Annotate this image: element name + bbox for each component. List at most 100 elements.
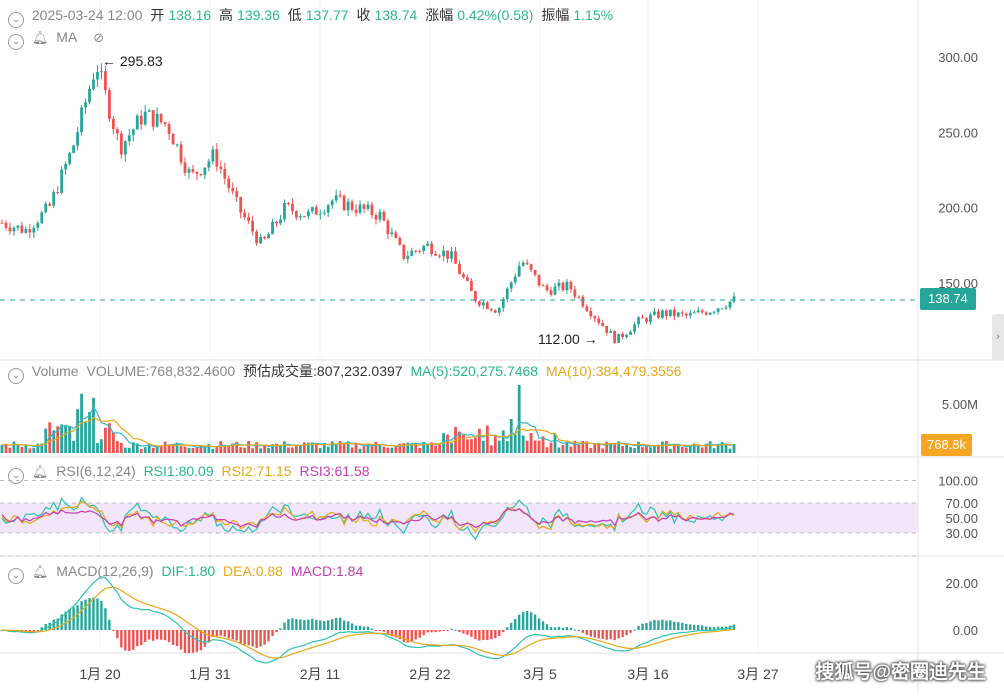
bell-icon[interactable]: 🔔︎ xyxy=(31,564,49,579)
macd-histogram-bar xyxy=(283,622,286,630)
volume-bar xyxy=(561,445,565,453)
macd-histogram-bar xyxy=(100,600,103,630)
volume-bar xyxy=(581,440,585,453)
candle-body xyxy=(123,141,127,155)
candle-body xyxy=(696,310,700,313)
candle-body xyxy=(517,265,521,277)
candle-body xyxy=(143,111,147,125)
candle-body xyxy=(434,253,438,256)
macd-histogram-bar xyxy=(159,630,163,640)
candle-body xyxy=(111,118,115,130)
collapse-chevron-icon[interactable]: ⌄ xyxy=(8,468,24,484)
macd-histogram-bar xyxy=(199,630,203,651)
macd-histogram-bar xyxy=(685,623,688,630)
high-value: 139.36 xyxy=(237,7,280,23)
candle-body xyxy=(247,217,251,221)
candle-body xyxy=(561,282,565,291)
macd-histogram-bar xyxy=(243,630,246,645)
volume-bar xyxy=(195,447,199,453)
volume-bar xyxy=(291,447,294,453)
volume-bar xyxy=(231,443,235,453)
low-label: 低 xyxy=(287,7,302,23)
candle-body xyxy=(362,204,366,209)
volume-bar xyxy=(458,431,461,453)
macd-histogram-bar xyxy=(350,623,354,630)
macd-histogram-bar xyxy=(52,619,55,630)
macd-histogram-bar xyxy=(374,630,378,631)
macd-histogram-bar xyxy=(494,630,497,639)
volume-bar xyxy=(489,445,493,453)
volume-bar xyxy=(283,441,286,453)
macd-histogram-bar xyxy=(124,630,127,651)
candle-body xyxy=(430,243,434,254)
macd-histogram-bar xyxy=(605,630,608,640)
macd-histogram-bar xyxy=(291,618,294,630)
chevron-right-icon[interactable]: › xyxy=(992,314,1004,360)
volume-bar xyxy=(434,445,438,453)
volume-bar xyxy=(147,443,151,453)
macd-histogram-bar xyxy=(454,629,457,631)
volume-bar xyxy=(501,430,505,453)
volume-ma10: MA(10):384,479.3556 xyxy=(545,363,682,379)
candle-body xyxy=(466,277,469,281)
macd-histogram-bar xyxy=(510,622,513,630)
bell-icon[interactable]: 🔔︎ xyxy=(31,30,49,45)
candle-body xyxy=(24,229,28,233)
volume-bar xyxy=(119,442,123,453)
candle-body xyxy=(12,227,16,232)
volume-bar xyxy=(645,446,648,453)
volume-bar xyxy=(485,425,489,453)
macd-histogram-bar xyxy=(342,620,346,630)
volume-bar xyxy=(0,444,4,453)
volume-bar xyxy=(318,448,322,453)
candle-body xyxy=(32,227,36,233)
candle-body xyxy=(322,212,326,214)
volume-bar xyxy=(625,444,628,453)
macd-histogram-bar xyxy=(529,612,533,630)
volume-bar xyxy=(8,447,12,453)
macd-histogram-bar xyxy=(426,630,429,633)
candle-body xyxy=(589,310,593,317)
candle-body xyxy=(501,299,505,309)
collapse-chevron-icon[interactable]: ⌄ xyxy=(8,568,24,584)
macd-histogram-bar xyxy=(132,630,135,650)
macd-histogram-bar xyxy=(410,630,413,642)
dif-line xyxy=(1,576,735,664)
macd-histogram-bar xyxy=(637,625,640,630)
candle-body xyxy=(680,312,684,314)
macd-tick-label: 20.00 xyxy=(945,576,978,591)
volume-title: Volume xyxy=(31,363,79,379)
bell-icon[interactable]: 🔔︎ xyxy=(31,464,49,479)
volume-bar xyxy=(366,444,370,453)
macd-histogram-bar xyxy=(151,630,155,641)
volume-bar xyxy=(167,444,171,453)
candle-body xyxy=(370,204,374,216)
collapse-chevron-icon[interactable]: ⌄ xyxy=(8,12,24,28)
candle-body xyxy=(613,330,617,343)
candle-body xyxy=(227,178,231,189)
macd-histogram-bar xyxy=(370,628,374,630)
volume-bar xyxy=(56,426,60,453)
candle-body xyxy=(732,296,736,302)
candle-body xyxy=(314,207,318,215)
collapse-chevron-icon[interactable]: ⌄ xyxy=(8,34,24,50)
collapse-chevron-icon[interactable]: ⌄ xyxy=(8,368,24,384)
candle-body xyxy=(127,135,131,142)
candle-body xyxy=(56,191,60,193)
macd-histogram-bar xyxy=(267,630,270,642)
macd-histogram-bar xyxy=(525,611,529,630)
volume-bar xyxy=(474,437,477,453)
time-tick-label: 2月 11 xyxy=(300,666,340,682)
macd-histogram-bar xyxy=(697,624,700,630)
volume-bar xyxy=(306,442,310,453)
volume-bar xyxy=(259,448,262,453)
candle-body xyxy=(318,213,322,215)
candle-body xyxy=(354,209,358,213)
candle-body xyxy=(139,115,143,125)
volume-ma10-line xyxy=(1,417,735,448)
eye-hidden-icon[interactable]: ⊘ xyxy=(93,30,105,45)
volume-bar xyxy=(537,440,541,453)
candle-body xyxy=(16,225,20,228)
